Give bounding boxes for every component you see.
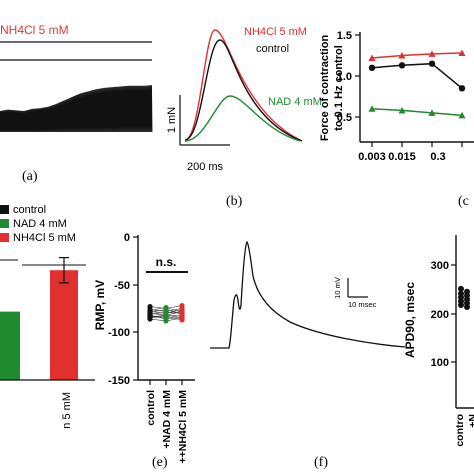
panel-c-point: [398, 52, 406, 59]
panel-g-ytick-label: 100: [431, 357, 449, 369]
panel-d-bar: [0, 311, 20, 380]
panel-a-label: (a): [22, 169, 38, 184]
panel-e-ytick-label: -50: [114, 280, 130, 292]
panel-c-series-line: [371, 108, 463, 117]
panel-g-point: [464, 303, 470, 310]
panel-e-ytick-label: 0: [124, 232, 130, 244]
panel-e: 0 -50 -100 -150 RMP, mV n.s. control +NA…: [93, 232, 195, 470]
panel-g-point: [458, 302, 464, 309]
panel-c-point: [458, 111, 466, 119]
panel-d-legend-nh4cl: NH4Cl 5 mM: [13, 232, 76, 244]
panel-f-scale-y-label: 10 mV: [333, 277, 342, 299]
panel-b: NH4Cl 5 mM control NAD 4 mM 1 mN 200 ms …: [166, 26, 322, 209]
panel-c-point: [428, 60, 436, 67]
panel-e-point: [147, 307, 153, 314]
panel-f-action-potential-trace: [210, 240, 406, 349]
panel-g-ytick-label: 300: [431, 260, 449, 272]
panel-c-ytick-label: 1.0: [337, 71, 352, 83]
panel-b-legend-nh4cl: NH4Cl 5 mM: [244, 26, 307, 38]
panel-g-xtick-label: +N: [467, 414, 474, 428]
panel-g-xtick-label: contro: [454, 414, 466, 447]
panel-g-point: [458, 285, 464, 292]
panel-b-nh4cl-trace: [184, 29, 301, 141]
panel-c-point: [368, 54, 376, 61]
panel-a-trace: [0, 85, 153, 133]
panel-b-scale-x-label: 200 ms: [187, 161, 224, 173]
panel-e-xtick-label: +NAD 4 mM: [161, 390, 173, 449]
panel-c-point: [368, 105, 376, 112]
panel-d-legend-swatch-nh4cl: [0, 233, 9, 242]
panel-c-ylabel-line1: Force of contraction: [319, 35, 331, 142]
panel-e-point: [163, 313, 169, 319]
panel-d-plot: [0, 257, 78, 380]
panel-b-nad-trace: [184, 95, 301, 142]
panel-e-point: [163, 304, 169, 311]
panel-c-ylabel-line2: to 0.1 Hz control: [333, 45, 345, 131]
panel-c-plot: [368, 49, 466, 119]
panel-c-series-line: [371, 62, 463, 89]
panel-f: 10 mV 10 msec (f): [210, 240, 406, 470]
panel-e-xtick-label: control: [145, 390, 157, 426]
panel-b-legend-nad: NAD 4 mM: [268, 96, 322, 108]
panel-e-point: [179, 309, 185, 315]
panel-g-ytick-label: 200: [431, 309, 449, 321]
panel-g-ylabel: APD90, msec: [403, 282, 417, 358]
panel-d-legend-control: control: [13, 204, 46, 216]
panel-e-point: [179, 317, 185, 323]
panel-a: NH4Cl 5 mM (a): [0, 23, 153, 184]
panel-c-point: [458, 85, 466, 92]
panel-c-point: [398, 62, 406, 69]
panel-c-point: [368, 64, 376, 72]
panel-g: 300 200 100 APD90, msec contro +N: [403, 235, 474, 447]
panel-c-ytick-label: 0.5: [337, 112, 352, 124]
panel-d-xtick-label: n 5 mM: [61, 392, 73, 429]
panel-c-point: [398, 106, 406, 114]
panel-e-label: (e): [152, 455, 168, 470]
panel-c-series-line: [371, 52, 463, 59]
panel-e-significance: n.s.: [156, 255, 177, 269]
panel-c-point: [428, 109, 436, 116]
panel-d-bar: [50, 270, 78, 380]
panel-e-plot: [147, 303, 185, 324]
panel-a-legend: NH4Cl 5 mM: [0, 23, 69, 37]
panel-c-xtick-label: 0.3: [430, 151, 445, 163]
panel-d: control NAD 4 mM NH4Cl 5 mM n 5 mM: [0, 204, 95, 429]
panel-c-xtick-label: 0.015: [388, 151, 416, 163]
panel-c-label: (c: [458, 194, 469, 209]
panel-e-ytick-label: -100: [108, 327, 130, 339]
panel-d-legend-swatch-control: [0, 205, 9, 214]
panel-b-control-trace: [184, 39, 303, 142]
panel-b-label: (b): [226, 194, 243, 209]
panel-b-legend-control: control: [256, 43, 289, 55]
panel-d-legend-swatch-nad: [0, 219, 9, 228]
panel-c: 1.5 1.0 0.5 Force of contraction to 0.1 …: [319, 30, 474, 209]
panel-d-legend-nad: NAD 4 mM: [13, 218, 67, 230]
panel-e-ytick-label: -150: [108, 375, 130, 387]
panel-e-xtick-label: ++NH4Cl 5 mM: [177, 390, 189, 464]
panel-c-point: [458, 49, 466, 57]
panel-e-ylabel: RMP, mV: [93, 280, 107, 330]
panel-e-point: [147, 315, 153, 321]
panel-c-ytick-label: 1.5: [337, 30, 352, 42]
panel-f-label: (f): [314, 455, 328, 470]
panel-b-scale-y-label: 1 mN: [166, 107, 178, 133]
panel-c-point: [428, 50, 436, 57]
panel-c-xtick-label: 0.003: [358, 151, 386, 163]
panel-f-scale-x-label: 10 msec: [348, 300, 377, 309]
panel-g-plot: [458, 285, 470, 310]
